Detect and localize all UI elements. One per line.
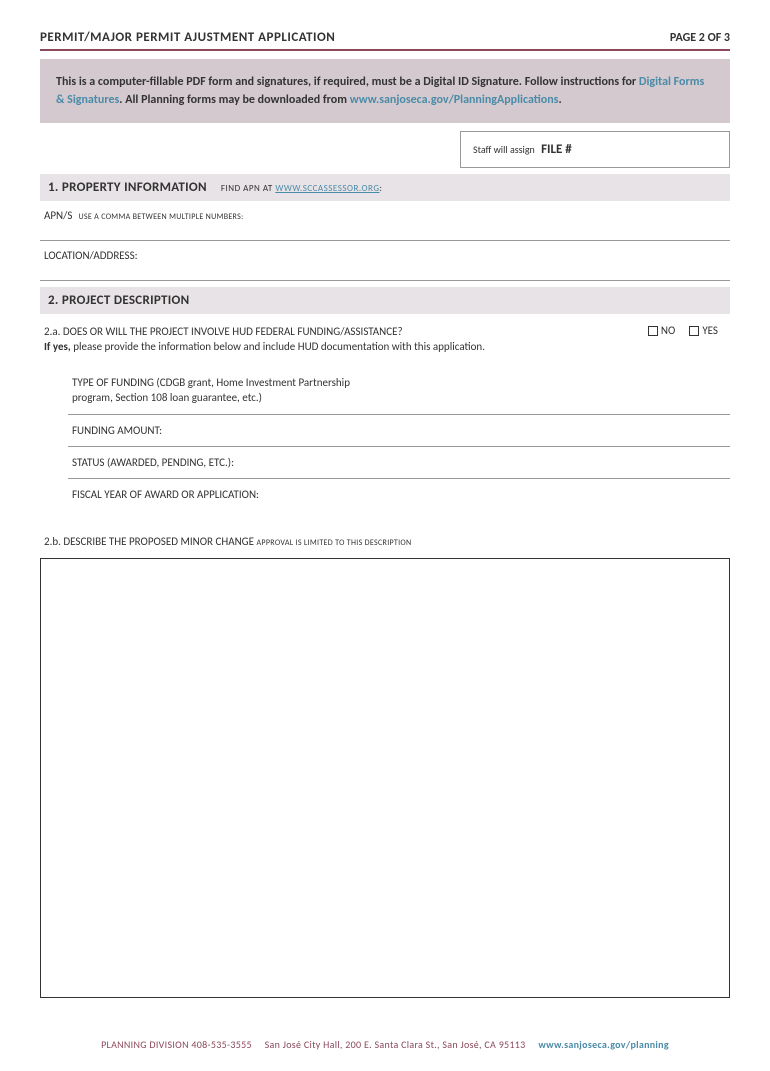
funding-type-field[interactable]: TYPE OF FUNDING (CDGB grant, Home Invest… xyxy=(68,367,730,415)
question-2a-row: 2.a. DOES OR WILL THE PROJECT INVOLVE HU… xyxy=(40,314,730,359)
file-number-row: Staff will assign FILE # xyxy=(40,131,730,168)
file-prefix: Staff will assign xyxy=(473,143,535,156)
footer-link[interactable]: www.sanjoseca.gov/planning xyxy=(538,1038,669,1051)
file-label: FILE # xyxy=(541,142,572,157)
apn-note: USE A COMMA BETWEEN MULTIPLE NUMBERS: xyxy=(78,212,243,222)
if-yes-text: please provide the information below and… xyxy=(71,340,485,353)
file-number-box[interactable]: Staff will assign FILE # xyxy=(460,131,730,168)
funding-amount-label: FUNDING AMOUNT: xyxy=(72,424,162,437)
question-2b-label: 2.b. DESCRIBE THE PROPOSED MINOR CHANGE xyxy=(44,535,254,548)
apn-field[interactable]: APN/S USE A COMMA BETWEEN MULTIPLE NUMBE… xyxy=(40,201,730,241)
funding-amount-field[interactable]: FUNDING AMOUNT: xyxy=(68,415,730,447)
checkbox-icon xyxy=(648,326,658,336)
description-textarea[interactable] xyxy=(40,558,730,998)
question-2a-text: 2.a. DOES OR WILL THE PROJECT INVOLVE HU… xyxy=(44,324,485,355)
footer-address: San José City Hall, 200 E. Santa Clara S… xyxy=(265,1038,526,1051)
page-footer: PLANNING DIVISION 408-535-3555 San José … xyxy=(40,1038,730,1051)
notice-text-1: This is a computer-fillable PDF form and… xyxy=(56,75,639,89)
hud-sub-fields: TYPE OF FUNDING (CDGB grant, Home Invest… xyxy=(68,367,730,511)
section-1-header: 1. PROPERTY INFORMATION FIND APN AT WWW.… xyxy=(40,174,730,201)
footer-phone: PLANNING DIVISION 408-535-3555 xyxy=(101,1038,252,1051)
no-option[interactable]: NO xyxy=(648,324,675,337)
status-field[interactable]: STATUS (AWARDED, PENDING, ETC.): xyxy=(68,447,730,479)
fiscal-year-label: FISCAL YEAR OF AWARD OR APPLICATION: xyxy=(72,488,259,501)
notice-box: This is a computer-fillable PDF form and… xyxy=(40,59,730,123)
fiscal-year-field[interactable]: FISCAL YEAR OF AWARD OR APPLICATION: xyxy=(68,479,730,510)
section-1-title: 1. PROPERTY INFORMATION xyxy=(48,180,207,195)
section-1-sub: FIND APN AT WWW.SCCASSESSOR.ORG: xyxy=(221,183,383,194)
funding-type-label: TYPE OF FUNDING (CDGB grant, Home Invest… xyxy=(72,375,382,406)
apn-label: APN/S xyxy=(44,209,72,222)
notice-text-2: . All Planning forms may be downloaded f… xyxy=(119,93,349,107)
question-2b-note: APPROVAL IS LIMITED TO THIS DESCRIPTION xyxy=(257,538,412,548)
question-2b-row: 2.b. DESCRIBE THE PROPOSED MINOR CHANGE … xyxy=(40,535,730,554)
location-field[interactable]: LOCATION/ADDRESS: xyxy=(40,241,730,281)
yes-no-checks: NO YES xyxy=(648,324,726,337)
header-title: PERMIT/MAJOR PERMIT AJUSTMENT APPLICATIO… xyxy=(40,30,335,45)
sccassessor-link[interactable]: WWW.SCCASSESSOR.ORG xyxy=(275,183,379,194)
checkbox-icon xyxy=(689,326,699,336)
planning-applications-link[interactable]: www.sanjoseca.gov/PlanningApplications xyxy=(350,93,559,107)
page-number: PAGE 2 OF 3 xyxy=(670,31,730,45)
page-header: PERMIT/MAJOR PERMIT AJUSTMENT APPLICATIO… xyxy=(40,30,730,51)
yes-option[interactable]: YES xyxy=(689,324,718,337)
location-label: LOCATION/ADDRESS: xyxy=(44,249,138,262)
notice-text-3: . xyxy=(558,93,561,107)
if-yes-label: If yes, xyxy=(44,340,71,353)
section-2-header: 2. PROJECT DESCRIPTION xyxy=(40,287,730,314)
status-label: STATUS (AWARDED, PENDING, ETC.): xyxy=(72,456,234,469)
section-2-title: 2. PROJECT DESCRIPTION xyxy=(48,293,190,308)
